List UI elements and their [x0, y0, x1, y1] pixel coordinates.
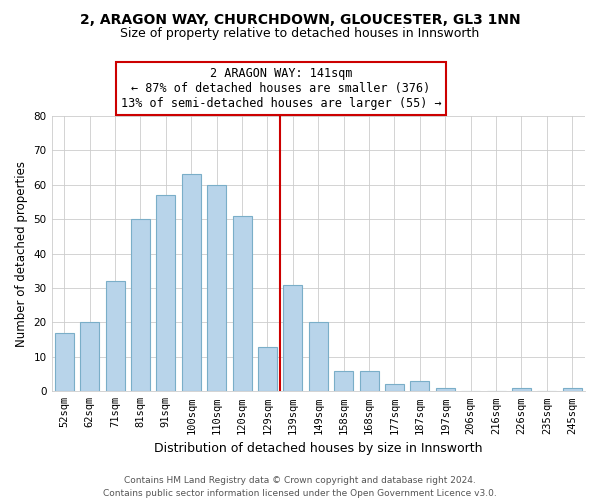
Bar	[385, 384, 404, 392]
Bar	[131, 219, 150, 392]
Text: Size of property relative to detached houses in Innsworth: Size of property relative to detached ho…	[121, 28, 479, 40]
Bar	[334, 370, 353, 392]
Text: 2, ARAGON WAY, CHURCHDOWN, GLOUCESTER, GL3 1NN: 2, ARAGON WAY, CHURCHDOWN, GLOUCESTER, G…	[80, 12, 520, 26]
Bar	[283, 284, 302, 392]
Bar	[410, 381, 430, 392]
Bar	[80, 322, 99, 392]
Bar	[309, 322, 328, 392]
Bar	[258, 346, 277, 392]
Bar	[106, 281, 125, 392]
Bar	[359, 370, 379, 392]
Text: Contains HM Land Registry data © Crown copyright and database right 2024.
Contai: Contains HM Land Registry data © Crown c…	[103, 476, 497, 498]
Bar	[207, 184, 226, 392]
Bar	[512, 388, 531, 392]
Bar	[55, 332, 74, 392]
Bar	[182, 174, 201, 392]
Bar	[436, 388, 455, 392]
Y-axis label: Number of detached properties: Number of detached properties	[15, 160, 28, 346]
Bar	[563, 388, 582, 392]
Text: 2 ARAGON WAY: 141sqm
← 87% of detached houses are smaller (376)
13% of semi-deta: 2 ARAGON WAY: 141sqm ← 87% of detached h…	[121, 67, 441, 110]
X-axis label: Distribution of detached houses by size in Innsworth: Distribution of detached houses by size …	[154, 442, 482, 455]
Bar	[157, 195, 175, 392]
Bar	[233, 216, 251, 392]
